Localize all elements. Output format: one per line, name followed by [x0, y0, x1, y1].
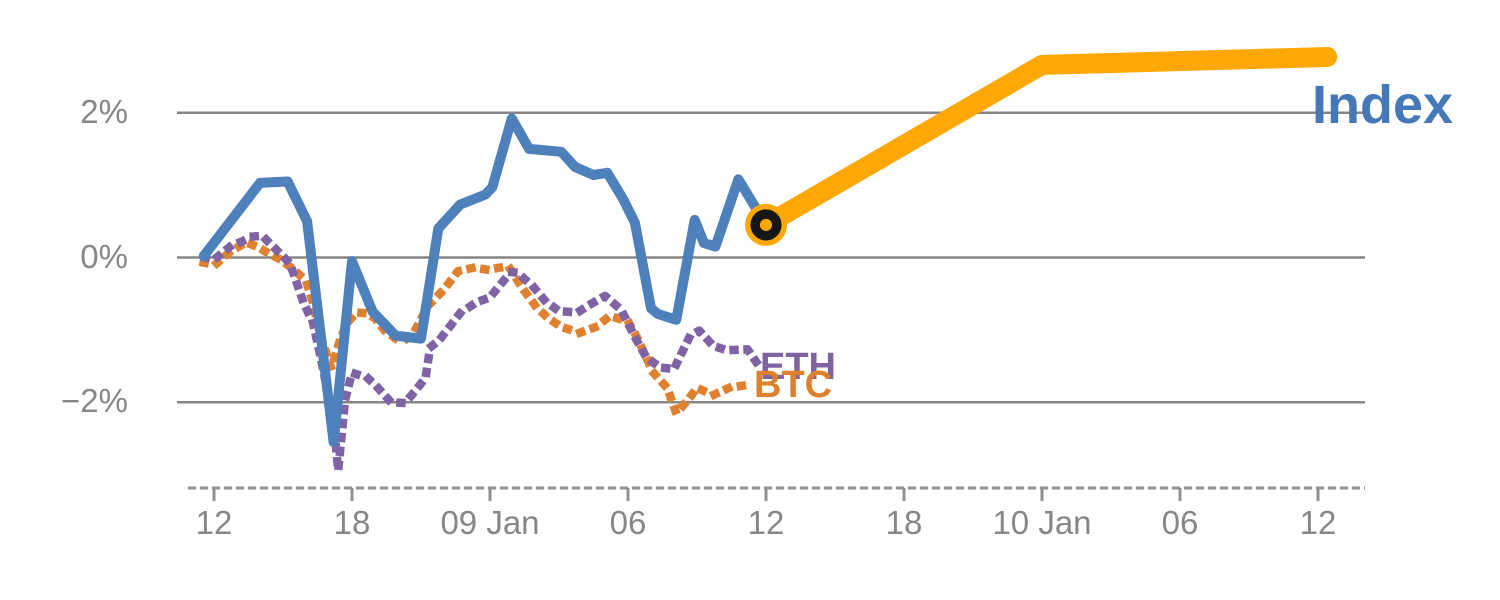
x-tick-label-06: 06 — [609, 504, 647, 541]
series-label-btc: BTC — [754, 364, 833, 406]
series-label-index: Index — [1312, 75, 1454, 135]
series-line-btc — [198, 238, 753, 418]
x-tick-label-06: 06 — [1161, 504, 1199, 541]
x-tick-label-18: 18 — [333, 504, 371, 541]
series-label-eth: ETH — [760, 346, 836, 388]
x-tick-label-12: 12 — [195, 504, 233, 541]
series-line-index — [198, 113, 771, 448]
x-tick-label-18: 18 — [885, 504, 923, 541]
x-tick-label-09 Jan: 09 Jan — [440, 504, 540, 541]
y-tick-label-0%: 0% — [80, 237, 128, 275]
x-tick-label-12: 12 — [1299, 504, 1337, 541]
y-tick-label-−2%: −2% — [61, 382, 128, 420]
y-tick-label-2%: 2% — [80, 92, 128, 130]
series-line-eth — [199, 231, 766, 475]
x-tick-label-10 Jan: 10 Jan — [992, 504, 1092, 541]
marker-ring — [750, 209, 782, 241]
series-line-index-projection — [756, 47, 1338, 235]
x-tick-label-12: 12 — [747, 504, 785, 541]
